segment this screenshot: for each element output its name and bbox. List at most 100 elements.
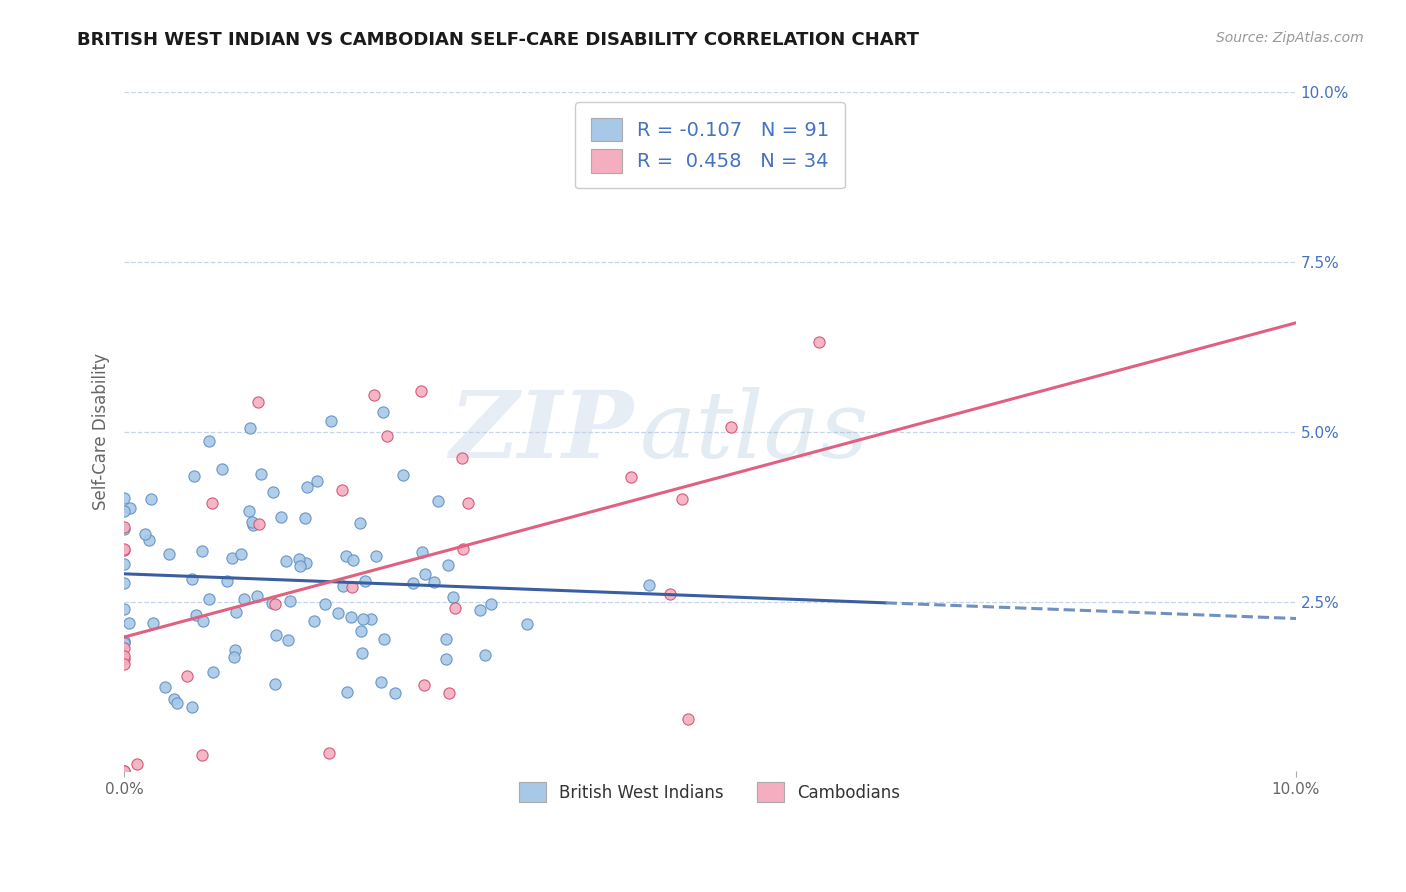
Point xyxy=(112,541,135,556)
Point xyxy=(232,591,254,606)
Point xyxy=(352,646,374,660)
Point xyxy=(516,617,538,632)
Point xyxy=(474,648,496,662)
Point xyxy=(201,496,224,510)
Point xyxy=(336,685,359,699)
Point xyxy=(112,648,135,663)
Point xyxy=(278,594,301,608)
Point xyxy=(328,606,350,620)
Point xyxy=(288,551,311,566)
Point xyxy=(451,541,474,556)
Point xyxy=(264,628,287,642)
Point xyxy=(112,523,135,537)
Point xyxy=(176,668,198,682)
Point xyxy=(342,580,364,594)
Point xyxy=(413,678,436,692)
Point xyxy=(112,520,135,534)
Point xyxy=(332,483,354,498)
Y-axis label: Self-Care Disability: Self-Care Disability xyxy=(93,353,110,510)
Point xyxy=(392,467,415,482)
Text: BRITISH WEST INDIAN VS CAMBODIAN SELF-CARE DISABILITY CORRELATION CHART: BRITISH WEST INDIAN VS CAMBODIAN SELF-CA… xyxy=(77,31,920,49)
Point xyxy=(201,665,224,679)
Point xyxy=(217,574,239,588)
Point xyxy=(349,516,371,530)
Point xyxy=(294,556,316,570)
Point xyxy=(112,634,135,648)
Point xyxy=(373,632,395,646)
Point xyxy=(112,575,135,590)
Point xyxy=(141,492,163,507)
Point xyxy=(153,681,176,695)
Point xyxy=(363,388,385,402)
Point xyxy=(181,573,204,587)
Point xyxy=(112,491,135,505)
Point xyxy=(290,559,312,574)
Point xyxy=(366,549,388,564)
Point xyxy=(112,636,135,650)
Point xyxy=(224,650,246,665)
Point xyxy=(340,610,363,624)
Point xyxy=(191,544,214,558)
Point xyxy=(224,642,246,657)
Point xyxy=(671,491,693,506)
Point xyxy=(138,533,160,548)
Point xyxy=(342,552,364,566)
Point xyxy=(221,551,243,566)
Point xyxy=(384,686,406,700)
Point xyxy=(360,612,382,626)
Point xyxy=(183,469,205,483)
Point xyxy=(352,612,374,626)
Point xyxy=(277,633,299,648)
Point xyxy=(479,597,502,611)
Point xyxy=(242,518,264,533)
Point xyxy=(274,554,297,568)
Point xyxy=(118,615,141,630)
Point xyxy=(457,496,479,510)
Point xyxy=(620,470,643,484)
Point xyxy=(426,494,449,508)
Point xyxy=(125,756,148,771)
Point xyxy=(423,574,446,589)
Point xyxy=(371,405,394,419)
Point xyxy=(229,547,252,561)
Point xyxy=(270,509,292,524)
Point xyxy=(304,614,326,628)
Point xyxy=(112,542,135,557)
Point xyxy=(250,467,273,482)
Point xyxy=(354,574,377,588)
Point xyxy=(240,515,263,529)
Point xyxy=(211,462,233,476)
Point xyxy=(246,589,269,603)
Point xyxy=(112,764,135,779)
Point xyxy=(262,485,284,500)
Point xyxy=(638,578,661,592)
Point xyxy=(678,712,700,726)
Point xyxy=(314,597,336,611)
Point xyxy=(238,504,260,518)
Point xyxy=(260,596,283,610)
Point xyxy=(332,579,354,593)
Point xyxy=(409,384,432,398)
Point xyxy=(335,549,357,564)
Point xyxy=(247,517,270,532)
Point xyxy=(163,692,186,706)
Point xyxy=(191,747,214,762)
Point xyxy=(808,334,831,349)
Text: Source: ZipAtlas.com: Source: ZipAtlas.com xyxy=(1216,31,1364,45)
Point xyxy=(191,614,214,628)
Point xyxy=(263,677,285,691)
Point xyxy=(436,632,458,646)
Point xyxy=(411,544,433,558)
Point xyxy=(239,420,262,434)
Point xyxy=(197,592,219,607)
Point xyxy=(157,547,180,561)
Point xyxy=(444,600,467,615)
Point xyxy=(305,475,328,489)
Point xyxy=(112,764,135,779)
Point xyxy=(437,558,460,572)
Point xyxy=(720,420,742,434)
Point xyxy=(142,615,165,630)
Point xyxy=(658,586,681,600)
Point xyxy=(441,590,464,604)
Point xyxy=(318,746,340,760)
